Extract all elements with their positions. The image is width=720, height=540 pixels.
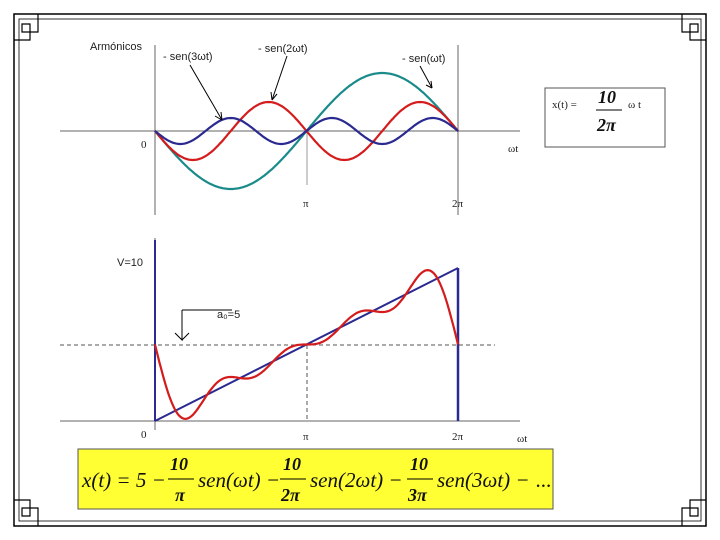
definition-box	[544, 87, 666, 148]
frame-inner	[18, 18, 702, 522]
term-function: sen(ωt) −	[198, 468, 280, 492]
harmonic-3	[154, 116, 459, 146]
origin-label: 0	[141, 429, 147, 441]
formula-box	[77, 448, 554, 510]
curve-label: - sen(2ωt)	[258, 43, 308, 55]
term-denominator: 2π	[280, 485, 301, 505]
definition-rhs: ω t	[628, 99, 641, 111]
formula-lhs: x(t) = 5 −	[81, 468, 166, 492]
term-denominator: 3π	[407, 485, 428, 505]
curve-label: - sen(ωt)	[402, 53, 445, 65]
mean-label: a₀=5	[217, 309, 240, 321]
frame	[13, 13, 707, 527]
tick-label: 2π	[452, 198, 464, 210]
mean-arrow	[174, 309, 232, 342]
pointer-arrows	[189, 55, 433, 121]
term-function: sen(2ωt) −	[310, 468, 403, 492]
x-label: ωt	[508, 143, 518, 155]
term-numerator: 10	[283, 454, 301, 474]
definition-denominator: 2π	[596, 115, 617, 135]
curve-label: - sen(3ωt)	[163, 51, 213, 63]
y-label: Armónicos	[90, 41, 142, 53]
x-label: ωt	[517, 433, 527, 445]
term-denominator: π	[175, 485, 186, 505]
definition-lhs: x(t) =	[552, 99, 577, 111]
y-label: V=10	[117, 257, 143, 269]
term-function: sen(3ωt) −	[437, 468, 530, 492]
origin-label: 0	[141, 139, 147, 151]
formula-ellipsis: ...	[536, 468, 552, 492]
corner-ornaments	[14, 14, 706, 526]
tick-label: π	[303, 431, 309, 443]
term-numerator: 10	[410, 454, 428, 474]
approximation	[153, 268, 460, 421]
tick-label: 2π	[452, 431, 464, 443]
definition-numerator: 10	[598, 87, 616, 107]
term-numerator: 10	[170, 454, 188, 474]
tick-label: π	[303, 198, 309, 210]
